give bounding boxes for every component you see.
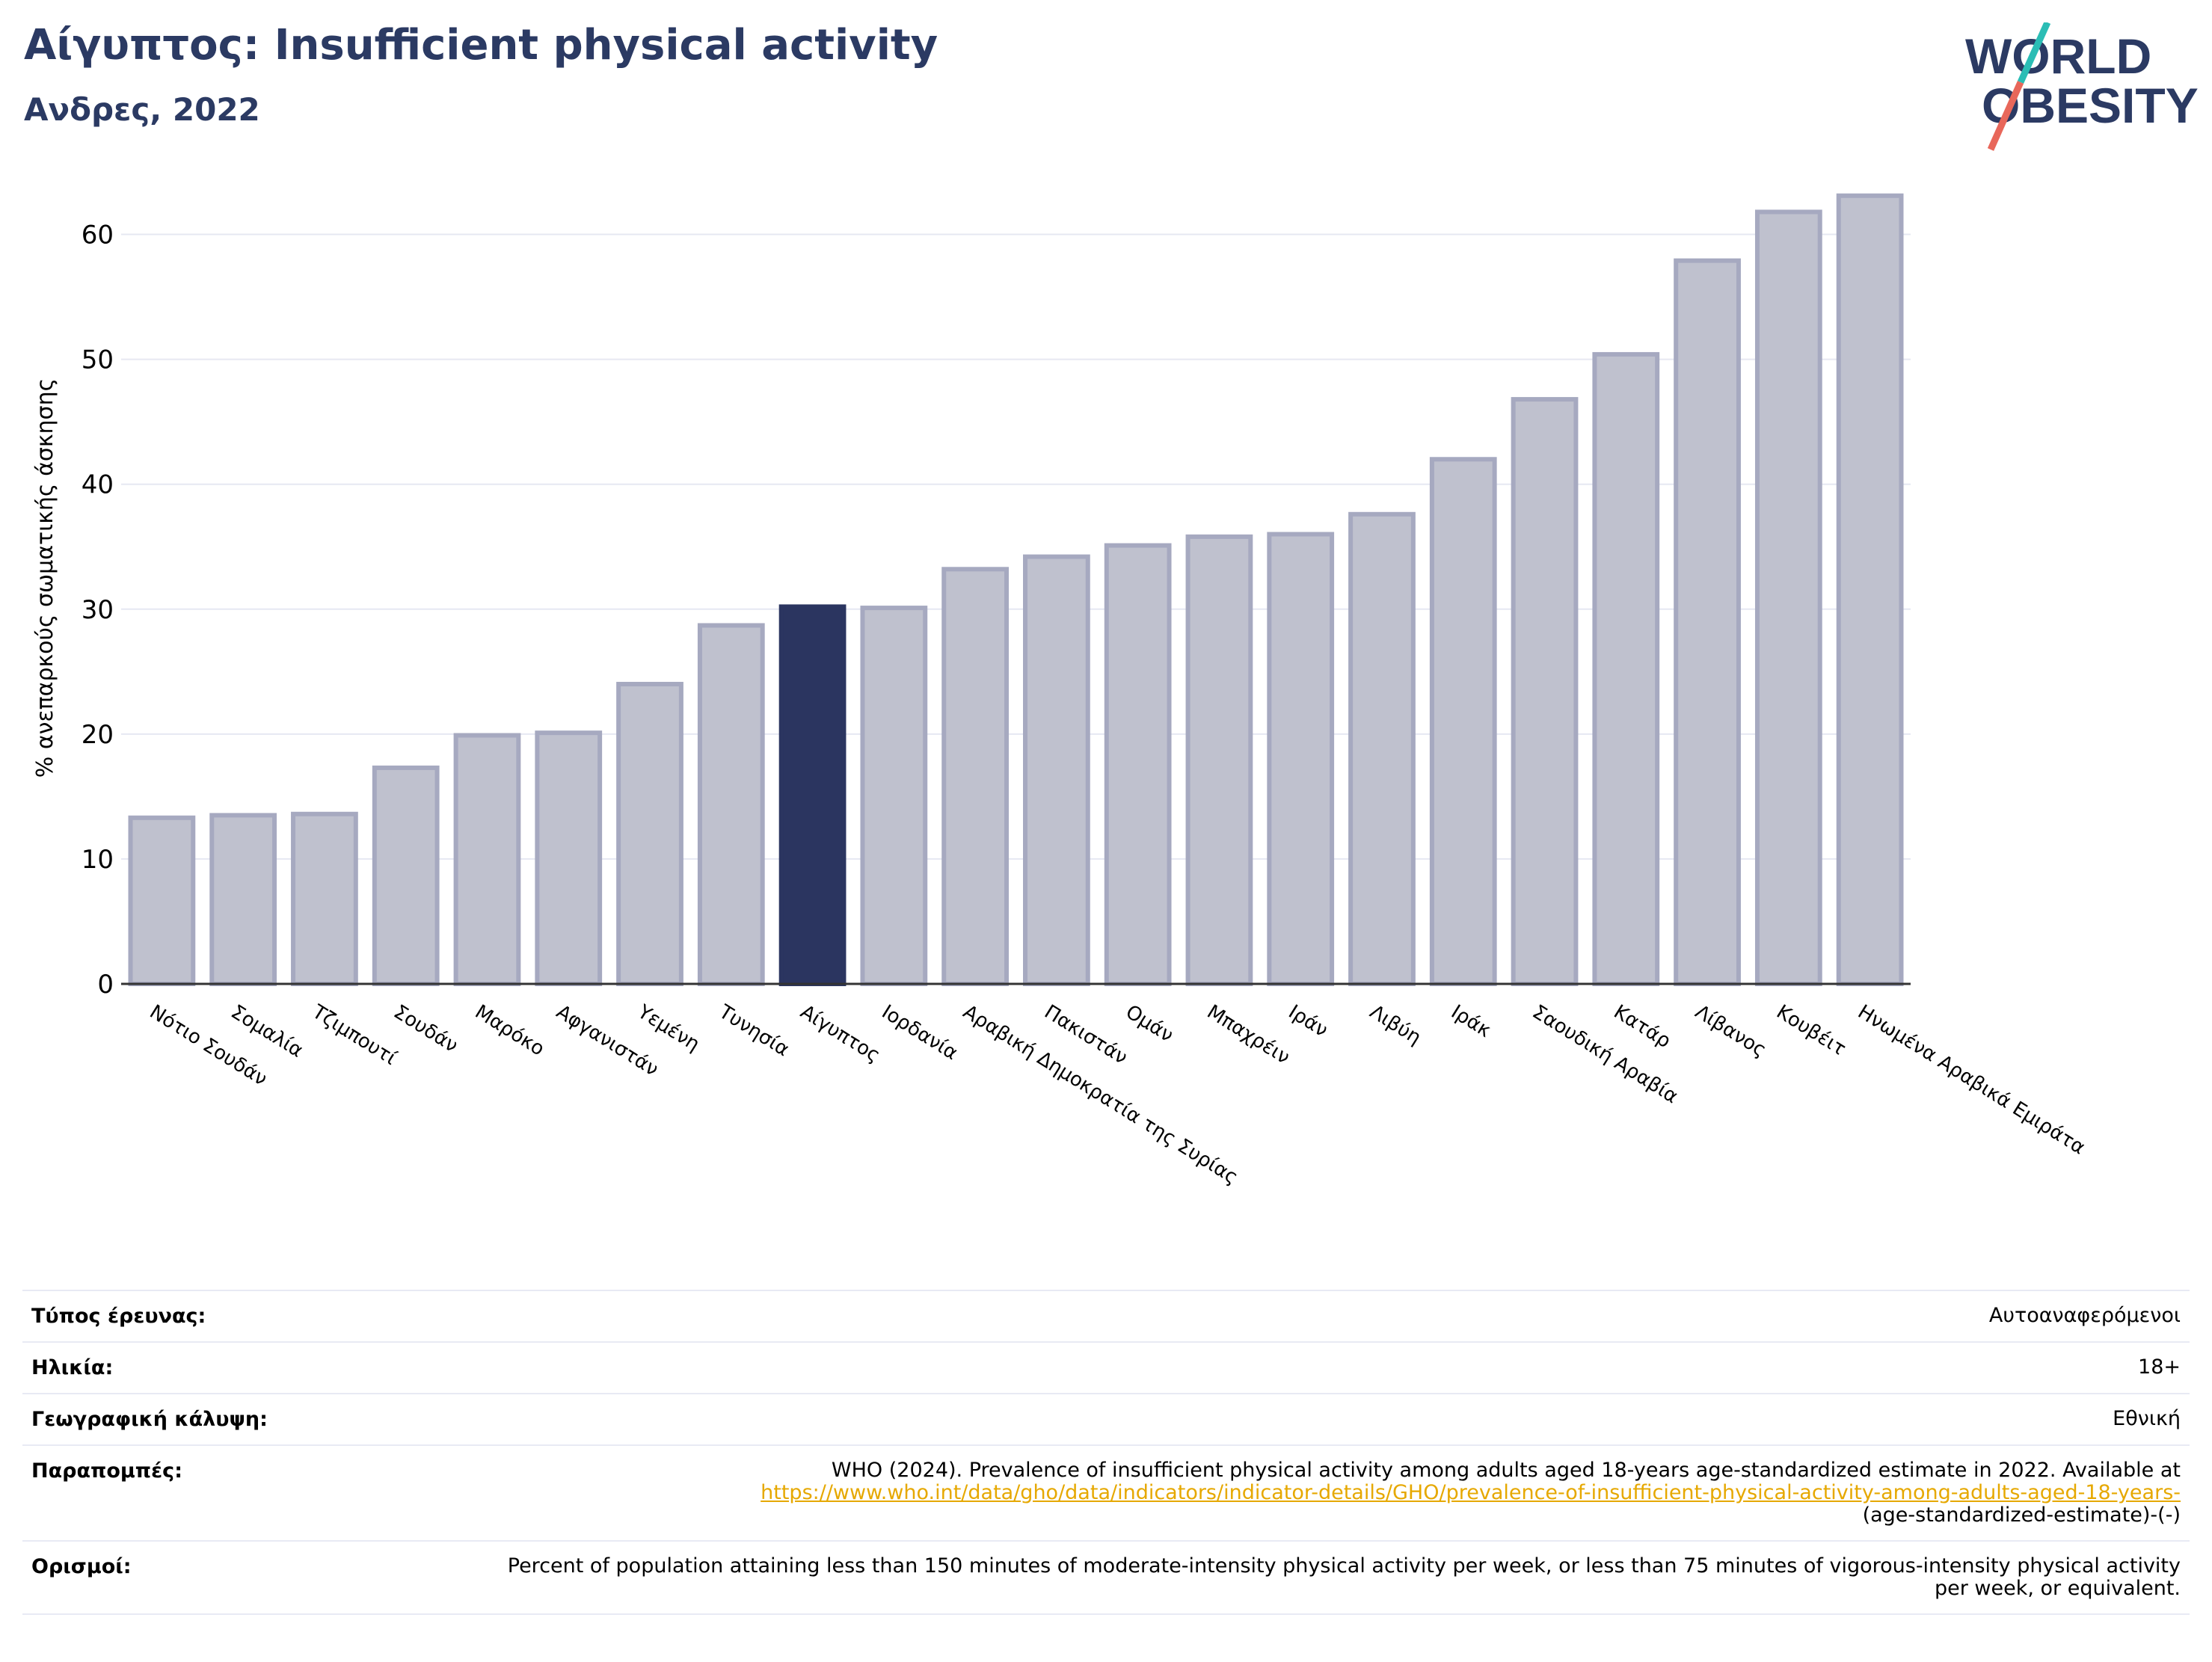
- y-tick-label: 0: [97, 970, 114, 1000]
- x-tick-label: Ηνωμένα Αραβικά Εμιράτα: [1854, 1000, 2089, 1159]
- bar: [1754, 209, 1822, 987]
- x-tick-label: Μαρόκο: [471, 1000, 548, 1060]
- meta-value: 18+: [2138, 1355, 2181, 1379]
- bar: [1104, 543, 1172, 986]
- references-tail: (age-standardized-estimate)-(-): [1862, 1504, 2181, 1527]
- x-tick-label: Ιράκ: [1447, 1000, 1495, 1041]
- x-tick-label: Κατάρ: [1610, 1000, 1675, 1053]
- bar: [941, 567, 1009, 986]
- x-tick-label: Τζιμπουτί: [307, 1000, 400, 1070]
- meta-value: Percent of population attaining less tha…: [507, 1554, 2181, 1600]
- x-tick-label: Μπαχρέιν: [1203, 1000, 1294, 1068]
- meta-row-references: Παραπομπές: WHO (2024). Prevalence of in…: [22, 1444, 2190, 1540]
- x-tick-label: Ιράν: [1284, 1000, 1331, 1041]
- meta-value: Εθνική: [2113, 1407, 2181, 1430]
- bar: [1348, 511, 1416, 986]
- bar: [616, 682, 683, 986]
- bar-highlighted: [778, 604, 847, 986]
- bar: [453, 733, 521, 986]
- logo-slash-bottom: [1987, 81, 2024, 151]
- meta-row-coverage: Γεωγραφική κάλυψη: Εθνική: [22, 1393, 2190, 1444]
- meta-label: Τύπος έρευνας:: [31, 1305, 206, 1328]
- meta-row-survey-type: Τύπος έρευνας: Αυτοαναφερόμενοι: [22, 1290, 2190, 1341]
- logo-slash-top: [2017, 22, 2051, 84]
- y-tick-label: 30: [82, 595, 114, 625]
- bar: [1511, 397, 1579, 986]
- bar: [697, 623, 765, 987]
- x-tick-label: Υεμένη: [633, 1000, 703, 1056]
- x-tick-label: Ομάν: [1122, 1000, 1177, 1047]
- meta-label: Ορισμοί:: [31, 1555, 132, 1578]
- meta-value: Αυτοαναφερόμενοι: [1988, 1304, 2181, 1327]
- meta-row-definitions: Ορισμοί: Percent of population attaining…: [22, 1540, 2190, 1615]
- bar: [1674, 258, 1741, 986]
- y-axis-ticks: 0 10 20 30 40 50 60: [82, 221, 114, 1000]
- y-tick-label: 50: [82, 345, 114, 375]
- logo-text-world: WORLD: [1965, 28, 2151, 84]
- metadata-table: Τύπος έρευνας: Αυτοαναφερόμενοι Ηλικία: …: [22, 1290, 2190, 1615]
- bar: [1836, 193, 1904, 986]
- y-tick-label: 20: [82, 720, 114, 750]
- references-text: WHO (2024). Prevalence of insufficient p…: [831, 1459, 2181, 1482]
- bar: [209, 813, 277, 987]
- meta-label: Γεωγραφική κάλυψη:: [31, 1408, 268, 1431]
- chart-title: Αίγυπτος: Insufficient physical activity: [24, 21, 938, 70]
- bar: [1267, 532, 1335, 986]
- world-obesity-logo: WORLD OBESITY: [1965, 22, 2199, 151]
- bar: [1185, 534, 1253, 986]
- bar: [1592, 351, 1660, 986]
- x-tick-label: Τυνησία: [714, 1000, 793, 1061]
- x-tick-label: Λιβύη: [1365, 1000, 1425, 1049]
- y-tick-label: 40: [82, 470, 114, 500]
- x-tick-label: Κουβέιτ: [1772, 1000, 1849, 1060]
- bars: [128, 193, 1904, 987]
- x-tick-label: Σαουδική Αραβία: [1529, 1000, 1682, 1108]
- bar: [291, 811, 358, 986]
- bar: [535, 730, 603, 987]
- chart-subtitle: Ανδρες, 2022: [24, 91, 260, 128]
- x-tick-label: Αίγυπτος: [796, 1000, 884, 1067]
- y-tick-label: 60: [82, 221, 114, 250]
- bar: [128, 815, 196, 987]
- meta-value: WHO (2024). Prevalence of insufficient p…: [761, 1459, 2181, 1527]
- x-tick-label: Αραβική Δημοκρατία της Συρίας: [959, 1000, 1241, 1189]
- meta-label: Ηλικία:: [31, 1356, 114, 1379]
- meta-row-age: Ηλικία: 18+: [22, 1341, 2190, 1393]
- bar: [1429, 457, 1497, 986]
- bar: [860, 606, 928, 986]
- x-tick-label: Ιορδανία: [878, 1000, 962, 1065]
- bar: [372, 765, 440, 986]
- meta-label: Παραπομπές:: [31, 1459, 182, 1483]
- y-tick-label: 10: [82, 845, 114, 875]
- x-tick-label: Σουδάν: [390, 1000, 461, 1057]
- bar: [1023, 554, 1090, 986]
- y-axis-label: % ανεπαρκούς σωματικής άσκησης: [32, 378, 58, 778]
- x-tick-label: Λίβανος: [1691, 1000, 1770, 1062]
- references-link[interactable]: https://www.who.int/data/gho/data/indica…: [761, 1481, 2181, 1504]
